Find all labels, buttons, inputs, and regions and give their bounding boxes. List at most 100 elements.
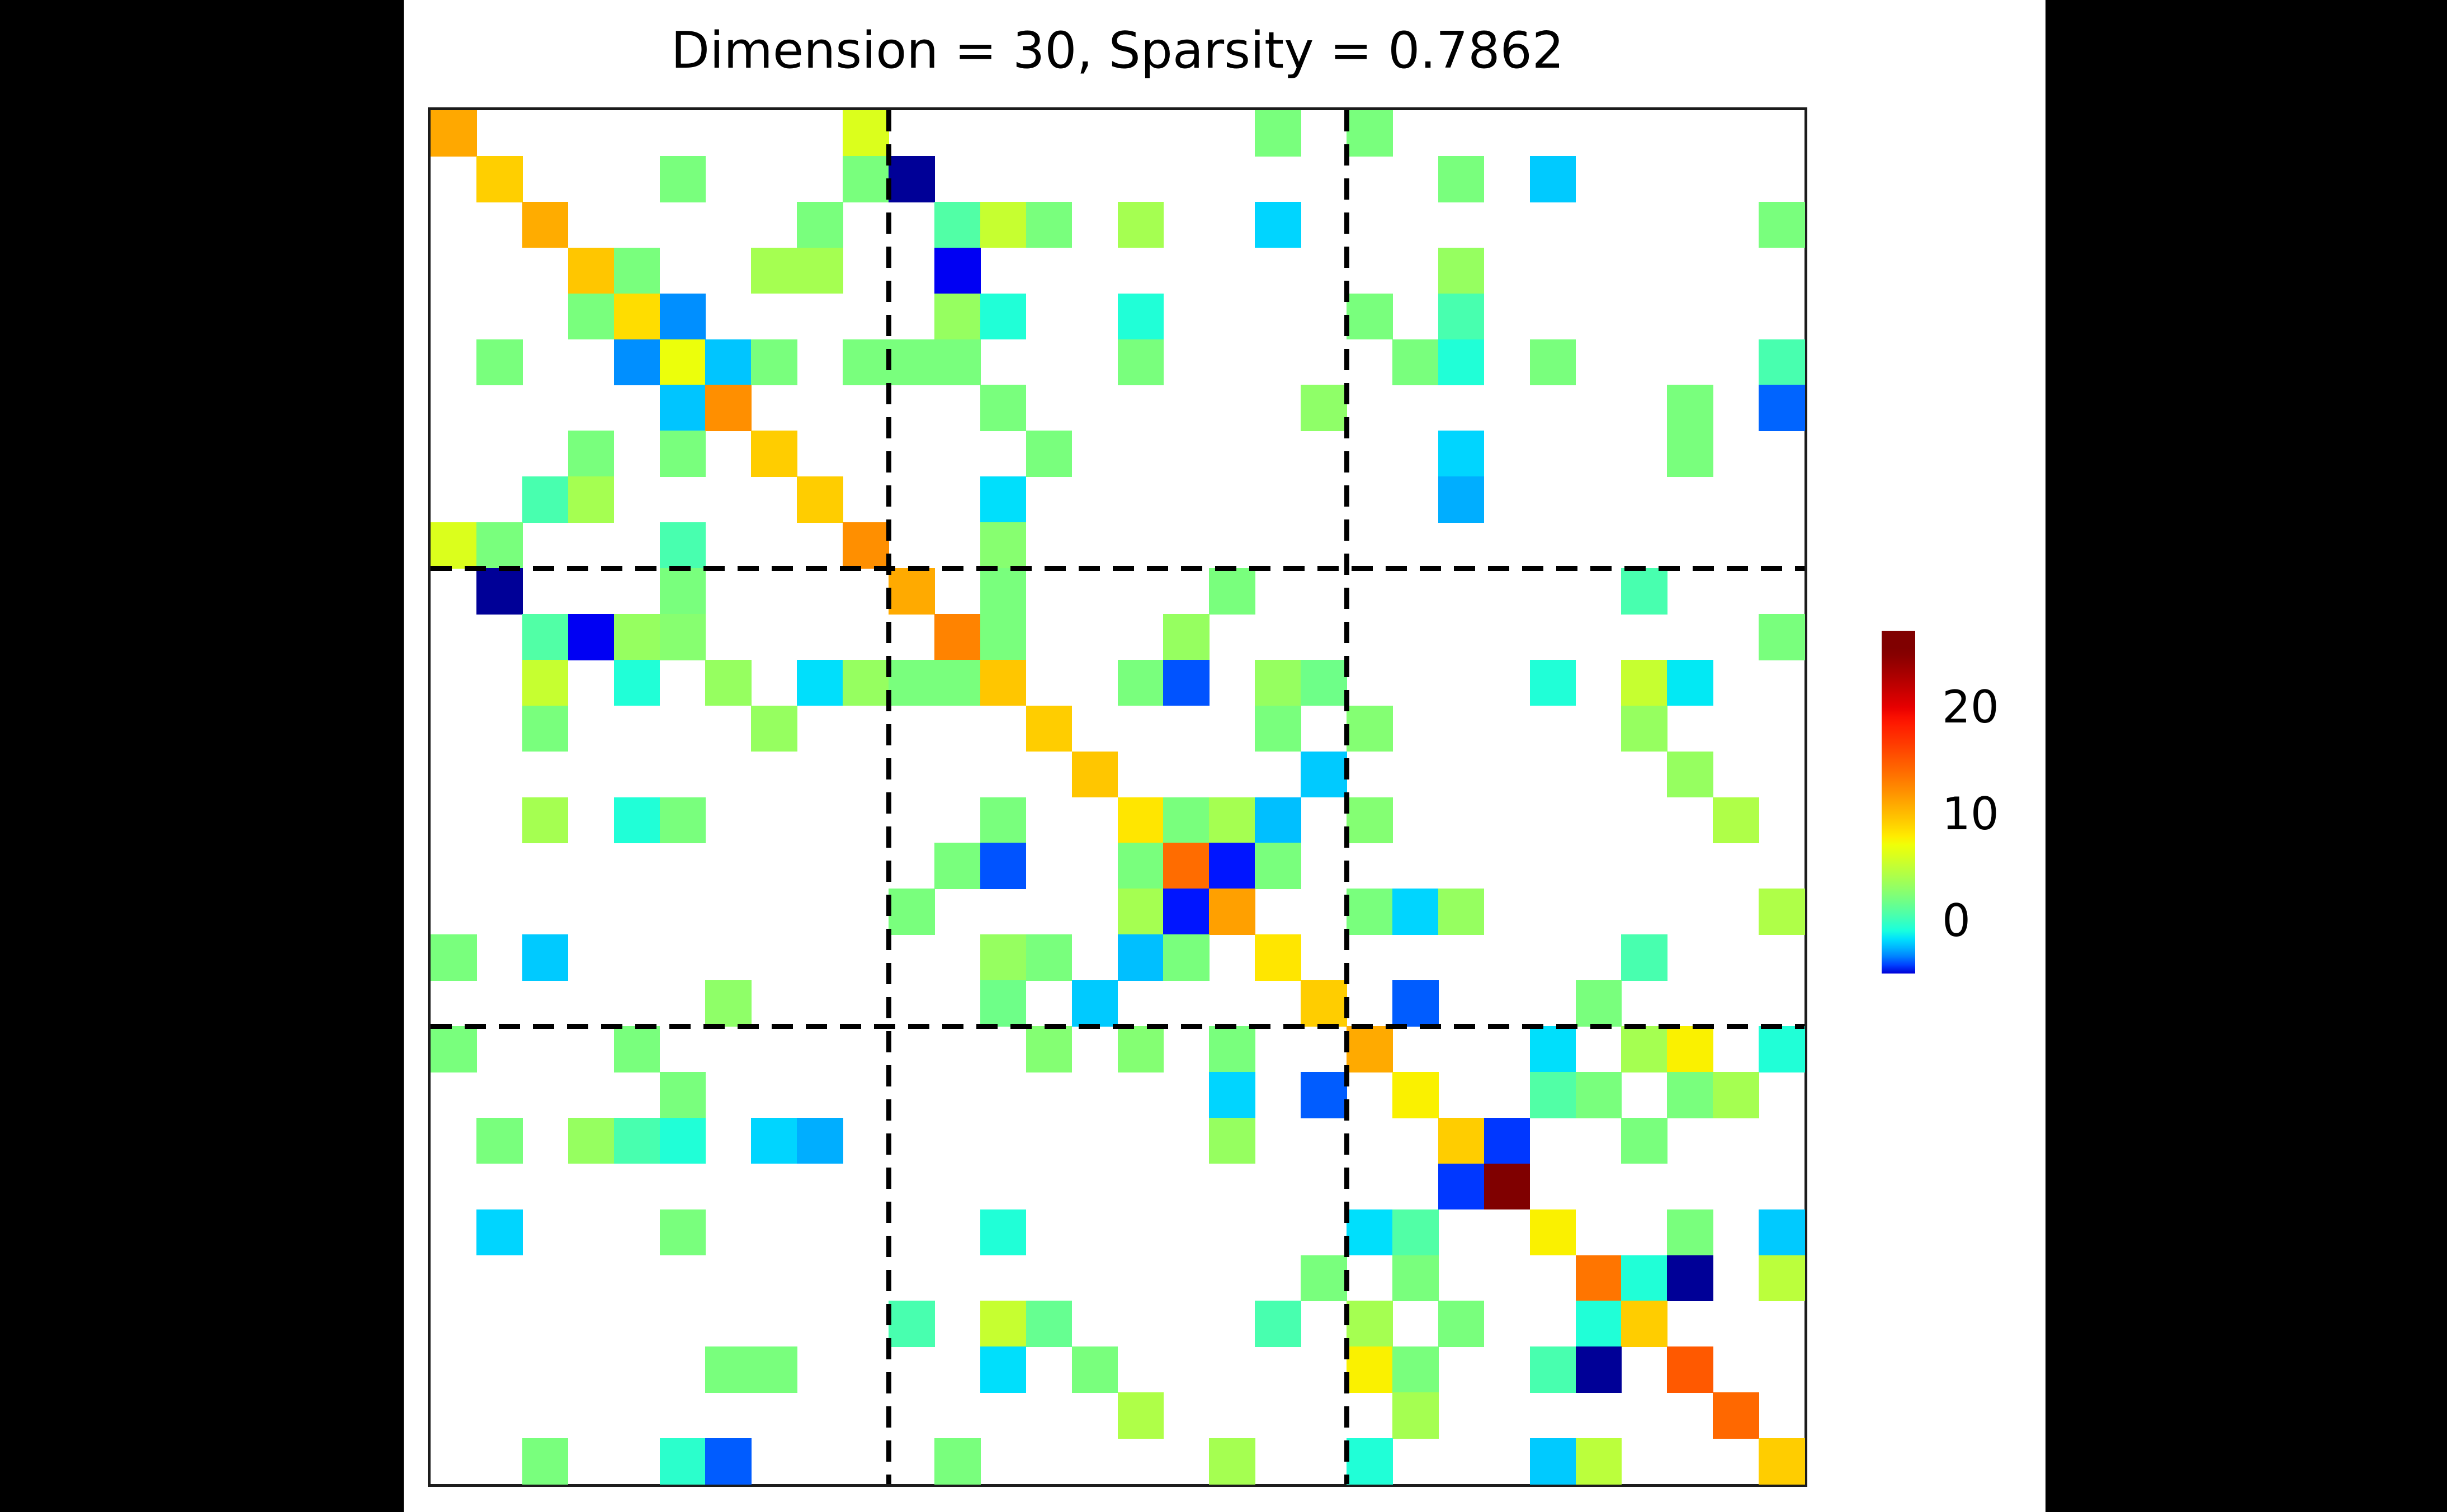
heatmap-cell [659,522,706,569]
heatmap-cell [1347,1438,1393,1485]
heatmap-cell [1163,843,1210,890]
heatmap-cell [1529,1071,1576,1118]
heatmap-cell [522,1438,569,1485]
heatmap-cell [522,797,569,844]
heatmap-cell [705,339,752,386]
heatmap-cell [1438,1117,1485,1164]
heatmap-cell [1759,1209,1805,1256]
heatmap-cell [1392,1392,1439,1439]
heatmap-cell [1667,1209,1713,1256]
heatmap-cell [705,1346,752,1393]
heatmap-cell [751,247,797,294]
heatmap-cell [659,797,706,844]
chart-title: Dimension = 30, Sparsity = 0.7862 [670,21,1565,80]
heatmap-cell [476,568,523,615]
colorbar-tick-label: 20 [1942,681,1999,734]
heatmap-cell [1438,1163,1485,1210]
letterbox-right [2046,0,2447,1512]
heatmap-cell [659,1117,706,1164]
heatmap-cell [934,843,981,890]
heatmap-cell [934,293,981,340]
heatmap-cell [889,155,935,202]
heatmap-cell [613,1117,660,1164]
heatmap-cell [1667,1255,1713,1302]
heatmap-cell [1392,339,1439,386]
heatmap-cell [797,659,843,706]
heatmap-cell [1438,155,1485,202]
heatmap-cell [1347,797,1393,844]
heatmap-cell [980,1346,1027,1393]
heatmap-cell [613,659,660,706]
colorbar-tick-label: 10 [1942,788,1999,840]
heatmap-cell [613,613,660,660]
heatmap-cell [568,431,615,477]
heatmap-cell [613,293,660,340]
heatmap-cell [659,431,706,477]
heatmap-cell [1347,1209,1393,1256]
heatmap-cell [980,201,1027,248]
heatmap-cell [1759,613,1805,660]
block-divider-vertical [886,110,891,1484]
heatmap-plot [431,110,1805,1485]
heatmap-cell [1484,1117,1530,1164]
heatmap-cell [934,339,981,386]
heatmap-cell [1713,1071,1759,1118]
heatmap-cell [1713,1392,1759,1439]
heatmap-cell [1071,751,1118,798]
heatmap-cell [705,980,752,1027]
heatmap-cell [1347,110,1393,157]
heatmap-cell [1209,1071,1255,1118]
heatmap-cell [1575,1071,1622,1118]
heatmap-cell [980,385,1027,432]
block-divider-horizontal [431,565,1804,571]
heatmap-cell [1347,1346,1393,1393]
heatmap-cell [1347,1026,1393,1072]
heatmap-cell [1255,201,1301,248]
heatmap-cell [980,568,1027,615]
heatmap-cell [1392,889,1439,935]
heatmap-cell [1438,1301,1485,1348]
colorbar-gradient [1882,631,1915,974]
heatmap-cell [980,1301,1027,1348]
heatmap-cell [1438,247,1485,294]
heatmap-cell [889,568,935,615]
heatmap-cell [1392,1346,1439,1393]
heatmap-cell [1621,659,1668,706]
heatmap-cell [889,1301,935,1348]
heatmap-cell [522,201,569,248]
heatmap-cell [843,522,889,569]
heatmap-cell [522,659,569,706]
heatmap-cell [476,1117,523,1164]
letterbox-left [0,0,404,1512]
heatmap-cell [568,613,615,660]
heatmap-cell [568,476,615,523]
heatmap-cell [980,797,1027,844]
heatmap-cell [431,934,477,981]
heatmap-cell [1347,889,1393,935]
heatmap-cell [1438,476,1485,523]
heatmap-cell [1621,1026,1668,1072]
heatmap-cell [1209,889,1255,935]
heatmap-cell [1667,431,1713,477]
heatmap-cell [522,476,569,523]
heatmap-cell [1117,843,1164,890]
heatmap-cell [1347,1301,1393,1348]
heatmap-cell [1301,659,1347,706]
heatmap-cell [934,1438,981,1485]
heatmap-cell [1026,201,1073,248]
heatmap-cell [522,613,569,660]
figure-panel: Dimension = 30, Sparsity = 0.7862 20 10 0 [404,0,2046,1512]
heatmap-cell [1438,293,1485,340]
heatmap-cell [659,1071,706,1118]
heatmap-cell [1529,155,1576,202]
heatmap-cell [797,201,843,248]
heatmap-cell [1209,797,1255,844]
heatmap-cell [1759,339,1805,386]
heatmap-cell [1621,1117,1668,1164]
heatmap-cell [476,155,523,202]
heatmap-cell [1575,1346,1622,1393]
heatmap-cell [522,934,569,981]
heatmap-cell [1117,339,1164,386]
heatmap-cell [1621,568,1668,615]
heatmap-cell [1071,980,1118,1027]
